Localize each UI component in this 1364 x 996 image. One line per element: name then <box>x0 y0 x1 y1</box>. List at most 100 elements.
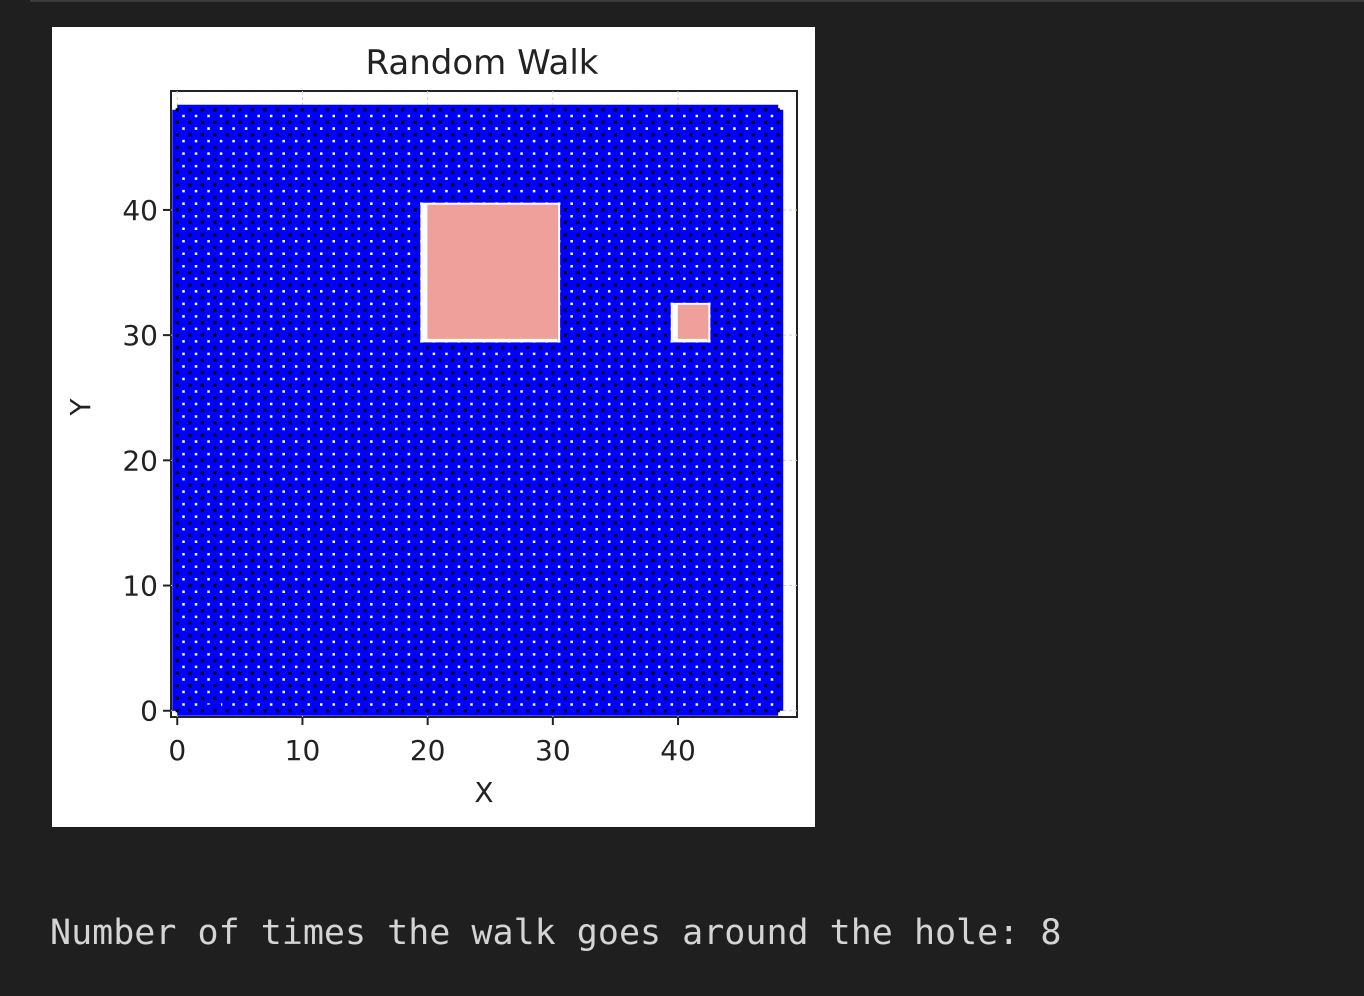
grid-point <box>714 546 718 550</box>
grid-point <box>363 621 367 625</box>
grid-point <box>225 233 229 237</box>
grid-point <box>651 208 655 212</box>
grid-point <box>313 245 317 250</box>
grid-point <box>626 258 630 262</box>
grid-point <box>213 195 217 200</box>
grid-point <box>726 258 730 262</box>
grid-point <box>438 596 442 600</box>
grid-point <box>701 709 705 713</box>
grid-point <box>413 546 417 550</box>
grid-point <box>551 446 555 450</box>
grid-point <box>651 321 655 325</box>
grid-point <box>200 608 204 613</box>
grid-point <box>739 321 743 325</box>
grid-point <box>388 258 392 262</box>
grid-point <box>401 558 405 563</box>
grid-point <box>626 408 630 412</box>
grid-point <box>538 483 542 487</box>
grid-point <box>663 458 668 462</box>
grid-point <box>501 496 505 500</box>
grid-point <box>588 120 593 124</box>
grid-point <box>388 270 392 275</box>
grid-point <box>764 145 768 149</box>
grid-point <box>363 245 367 250</box>
grid-point <box>188 546 192 550</box>
grid-point <box>726 483 730 487</box>
grid-point <box>375 108 380 112</box>
grid-point <box>225 596 229 600</box>
grid-point <box>638 371 643 375</box>
grid-point <box>601 371 605 375</box>
grid-point <box>175 145 179 149</box>
grid-point <box>175 371 179 375</box>
grid-point <box>701 145 705 149</box>
grid-point <box>238 333 242 337</box>
grid-point <box>401 245 405 250</box>
grid-point <box>213 471 217 475</box>
grid-point <box>588 671 593 675</box>
grid-point <box>613 571 618 575</box>
grid-point <box>338 634 342 638</box>
grid-point <box>601 433 605 437</box>
grid-point <box>676 596 680 600</box>
grid-point <box>451 358 455 362</box>
grid-point <box>375 183 380 187</box>
grid-point <box>213 158 217 162</box>
grid-point <box>213 671 217 675</box>
grid-point <box>601 471 605 475</box>
grid-point <box>288 158 292 162</box>
output-text: Number of times the walk goes around the… <box>50 913 1062 953</box>
grid-point <box>350 596 355 600</box>
grid-point <box>638 659 643 663</box>
grid-point <box>350 208 355 212</box>
grid-point <box>613 321 618 325</box>
grid-point <box>250 358 254 362</box>
grid-point <box>714 408 718 412</box>
grid-point <box>325 521 330 525</box>
grid-point <box>250 571 254 575</box>
grid-point <box>726 108 730 112</box>
grid-point <box>438 383 442 387</box>
grid-point <box>476 496 480 500</box>
grid-point <box>325 471 330 475</box>
grid-point <box>526 170 530 174</box>
grid-point <box>200 408 204 412</box>
grid-point <box>288 446 292 450</box>
grid-point <box>463 709 467 713</box>
grid-point <box>175 533 179 538</box>
grid-point <box>451 634 455 638</box>
grid-point <box>451 383 455 387</box>
grid-point <box>350 371 355 375</box>
grid-point <box>300 220 305 225</box>
grid-point <box>714 245 718 250</box>
grid-point <box>588 396 593 400</box>
grid-point <box>188 321 192 325</box>
grid-point <box>588 521 593 525</box>
grid-point <box>325 270 330 275</box>
grid-point <box>225 508 229 513</box>
grid-point <box>601 408 605 412</box>
grid-point <box>350 133 355 137</box>
grid-point <box>238 120 242 124</box>
grid-point <box>576 421 580 425</box>
grid-point <box>714 446 718 450</box>
grid-point <box>676 621 680 625</box>
grid-point <box>764 483 768 487</box>
grid-point <box>651 508 655 513</box>
grid-point <box>513 408 517 412</box>
grid-point <box>426 471 430 475</box>
grid-point <box>350 696 355 700</box>
grid-point <box>501 596 505 600</box>
grid-point <box>275 709 280 713</box>
grid-point <box>776 133 780 137</box>
grid-point <box>626 671 630 675</box>
grid-point <box>663 433 668 437</box>
grid-point <box>776 558 780 563</box>
grid-point <box>776 183 780 187</box>
grid-point <box>651 108 655 112</box>
grid-point <box>501 471 505 475</box>
grid-point <box>338 208 342 212</box>
grid-point <box>663 696 668 700</box>
grid-point <box>225 208 229 212</box>
grid-point <box>313 408 317 412</box>
